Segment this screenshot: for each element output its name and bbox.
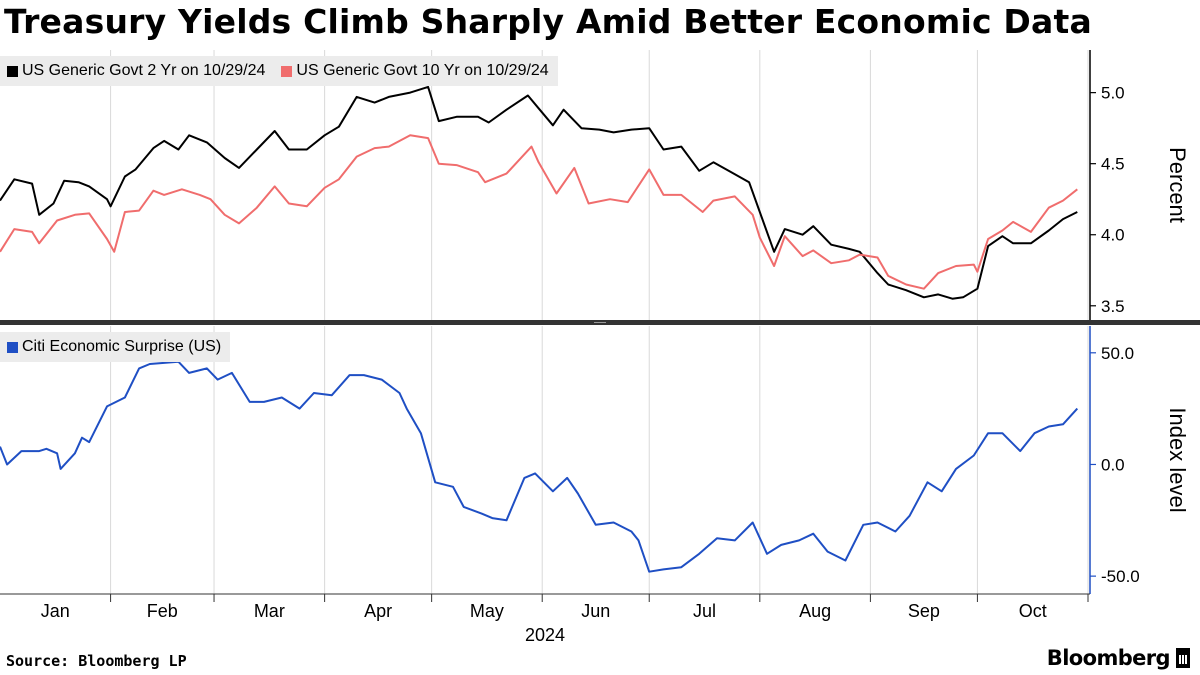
- surprise-tick-label-2: 50.0: [1101, 344, 1134, 363]
- legend-label-2yr: US Generic Govt 2 Yr on 10/29/24: [22, 62, 266, 79]
- yields-panel: 3.5 4.0 4.5 5.0 Percent: [0, 50, 1190, 320]
- surprise-series-line-0: [0, 360, 1079, 573]
- legend-swatch-10yr: [281, 65, 293, 77]
- month-label-mar: Mar: [254, 601, 285, 621]
- month-label-aug: Aug: [799, 601, 831, 621]
- month-label-may: May: [470, 601, 504, 621]
- legend-swatch-2yr: [7, 65, 18, 77]
- month-label-apr: Apr: [364, 601, 392, 621]
- bottom-legend: Citi Economic Surprise (US): [0, 332, 231, 362]
- surprise-panel: -50.0 0.0 50.0 Index level: [0, 326, 1190, 594]
- month-label-jul: Jul: [693, 601, 716, 621]
- legend-label-10yr: US Generic Govt 10 Yr on 10/29/24: [296, 62, 549, 79]
- month-label-jan: Jan: [41, 601, 70, 621]
- x-axis: Jan Feb Mar Apr May Jun Jul Aug Sep Oct 2024: [0, 320, 1200, 645]
- chart-title: Treasury Yields Climb Sharply Amid Bette…: [4, 2, 1092, 41]
- legend-item-citi: Citi Economic Surprise (US): [0, 332, 231, 362]
- legend-item-10yr: US Generic Govt 10 Yr on 10/29/24: [274, 56, 558, 86]
- legend-label-citi: Citi Economic Surprise (US): [22, 338, 222, 355]
- source-note: Source: Bloomberg LP: [6, 652, 187, 670]
- top-legend: US Generic Govt 2 Yr on 10/29/24 US Gene…: [0, 56, 558, 86]
- yields-series-line-1: [0, 134, 1078, 290]
- bloomberg-wordmark: Bloomberg: [1046, 646, 1171, 670]
- month-label-feb: Feb: [147, 601, 178, 621]
- month-label-jun: Jun: [581, 601, 610, 621]
- month-label-oct: Oct: [1019, 601, 1047, 621]
- yields-axis-title: Percent: [1165, 147, 1190, 223]
- legend-item-2yr: US Generic Govt 2 Yr on 10/29/24: [0, 56, 275, 86]
- yields-series-line-0: [0, 85, 1078, 300]
- surprise-axis-title: Index level: [1165, 407, 1190, 512]
- yields-tick-label-1: 4.0: [1101, 226, 1125, 245]
- surprise-tick-label-1: 0.0: [1101, 455, 1125, 474]
- bloomberg-logo: Bloomberg: [1047, 646, 1190, 670]
- surprise-tick-label-0: -50.0: [1101, 567, 1140, 586]
- bloomberg-terminal-icon: [1176, 648, 1190, 668]
- month-label-sep: Sep: [908, 601, 940, 621]
- yields-tick-label-3: 5.0: [1101, 84, 1125, 103]
- yields-tick-label-2: 4.5: [1101, 155, 1125, 174]
- year-label: 2024: [525, 625, 565, 645]
- legend-swatch-citi: [7, 341, 18, 353]
- yields-tick-label-0: 3.5: [1101, 297, 1125, 316]
